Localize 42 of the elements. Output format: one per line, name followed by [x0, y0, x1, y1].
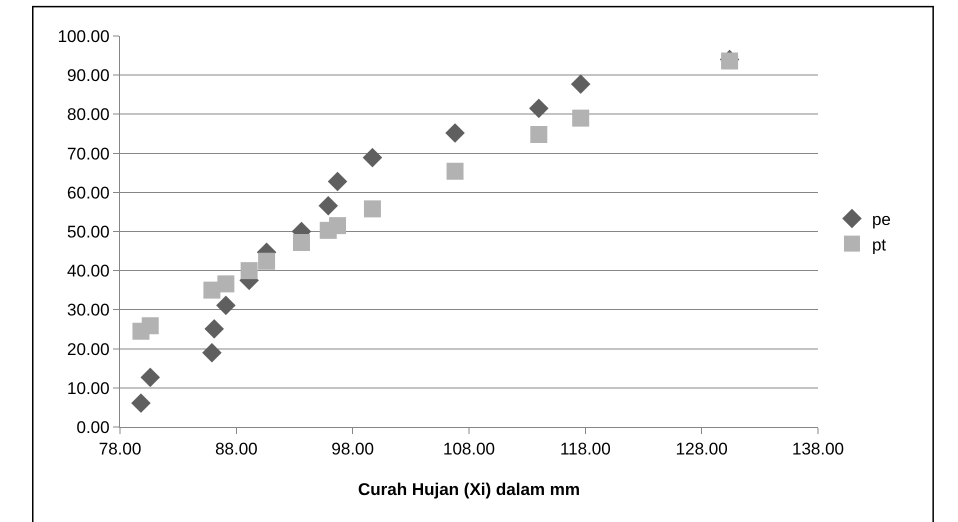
point [364, 200, 381, 218]
y-tick-label: 80.00 [67, 105, 110, 124]
point [202, 342, 222, 362]
x-tick-label: 88.00 [215, 439, 258, 458]
y-tick-label: 100.00 [58, 26, 110, 46]
point [570, 74, 590, 94]
point [329, 217, 346, 234]
y-tick-label: 50.00 [67, 222, 110, 242]
point [216, 296, 236, 316]
y-tick-label: 0.00 [76, 418, 110, 437]
y-tick-label: 70.00 [67, 144, 110, 164]
y-tick-label: 60.00 [67, 183, 110, 202]
point [258, 252, 276, 270]
y-tick-label: 90.00 [67, 66, 110, 86]
point [328, 172, 348, 192]
point [140, 368, 160, 388]
point [572, 110, 590, 127]
point [292, 234, 310, 251]
x-tick-label: 78.00 [98, 439, 142, 458]
x-tick-label: 128.00 [676, 439, 728, 458]
x-tick-label: 98.00 [331, 439, 374, 458]
y-tick-label: 30.00 [67, 300, 110, 320]
point [318, 196, 338, 216]
point [445, 123, 465, 143]
y-tick-label: 40.00 [67, 262, 110, 281]
point [142, 317, 159, 334]
point [131, 393, 151, 413]
point [530, 126, 548, 144]
legend-label: pe [872, 210, 891, 230]
x-tick-label: 138.00 [792, 439, 844, 458]
point [529, 98, 549, 118]
point [204, 319, 224, 339]
y-tick-label: 10.00 [67, 378, 110, 398]
x-tick-label: 108.00 [443, 439, 495, 458]
x-tick-label: 118.00 [560, 439, 611, 458]
y-tick-label: 20.00 [67, 340, 110, 359]
x-axis-title: Curah Hujan (Xi) dalam mm [358, 480, 580, 499]
point [446, 162, 464, 180]
point [217, 275, 234, 292]
point [240, 262, 258, 280]
legend-label: pt [872, 235, 886, 254]
point [362, 148, 382, 168]
